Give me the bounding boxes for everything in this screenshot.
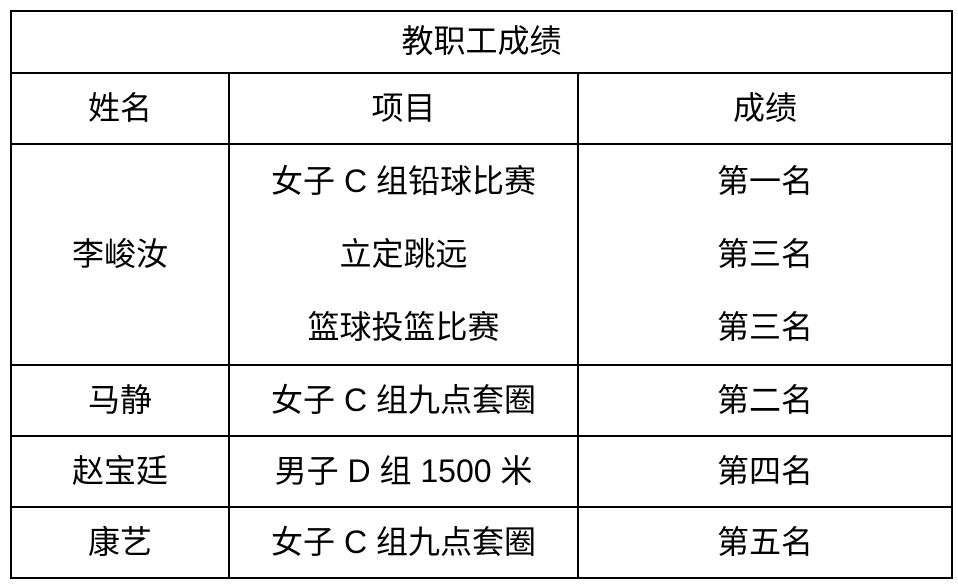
event-item: 立定跳远 [339, 235, 468, 272]
rank-cell: 第四名 [576, 435, 954, 508]
score-table: 教职工成绩 姓名 项目 成绩 李峻汝 女子 C 组铅球比赛 立定跳远 篮球投篮比… [9, 10, 954, 579]
rank-item: 第一名 [717, 162, 814, 199]
header-row: 姓名 项目 成绩 [10, 72, 954, 145]
table-row: 赵宝廷 男子 D 组 1500 米 第四名 [10, 435, 954, 508]
rank-stack-cell: 第一名 第三名 第三名 [576, 143, 954, 366]
name-cell: 李峻汝 [10, 143, 230, 366]
event-stack-cell: 女子 C 组铅球比赛 立定跳远 篮球投篮比赛 [228, 143, 579, 366]
name-cell: 赵宝廷 [10, 435, 230, 508]
column-header-name: 姓名 [10, 72, 230, 145]
table-row: 康艺 女子 C 组九点套圈 第五名 [10, 506, 954, 579]
rank-cell: 第五名 [576, 506, 954, 579]
event-cell: 男子 D 组 1500 米 [228, 435, 579, 508]
name-cell: 马静 [10, 364, 230, 437]
rank-cell: 第二名 [576, 364, 954, 437]
name-cell: 康艺 [10, 506, 230, 579]
table-row: 马静 女子 C 组九点套圈 第二名 [10, 364, 954, 437]
rank-item: 第三名 [717, 235, 814, 272]
table-title: 教职工成绩 [9, 10, 954, 74]
event-item: 篮球投篮比赛 [307, 308, 500, 345]
column-header-event: 项目 [228, 72, 579, 145]
column-header-rank: 成绩 [576, 72, 954, 145]
event-cell: 女子 C 组九点套圈 [228, 364, 579, 437]
rank-item: 第三名 [717, 308, 814, 345]
event-cell: 女子 C 组九点套圈 [228, 506, 579, 579]
event-item: 女子 C 组铅球比赛 [271, 162, 536, 199]
title-row: 教职工成绩 [9, 10, 954, 74]
table-row-group: 李峻汝 女子 C 组铅球比赛 立定跳远 篮球投篮比赛 第一名 第三名 第三名 [10, 143, 954, 366]
